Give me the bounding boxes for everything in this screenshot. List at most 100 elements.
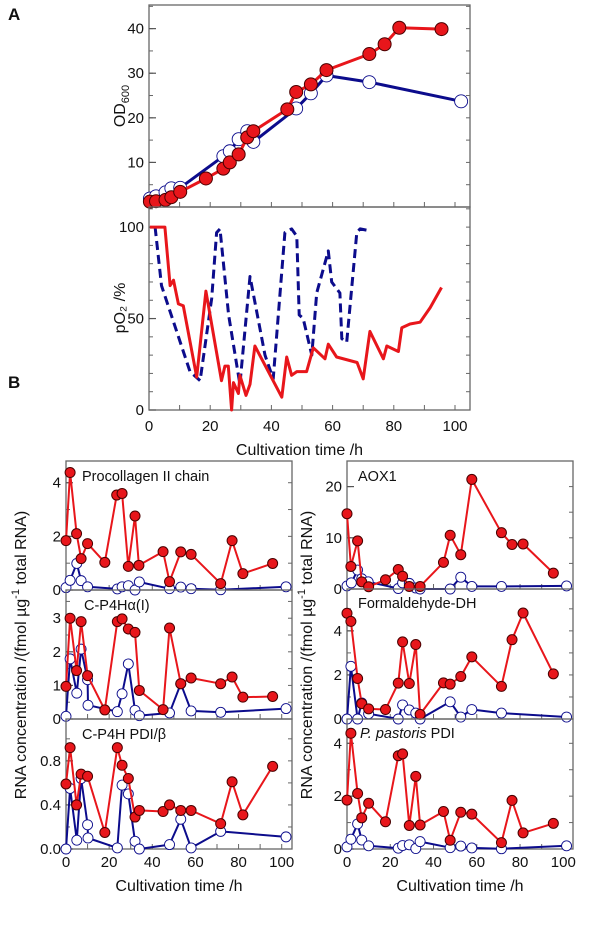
data-point-red: [517, 607, 529, 619]
data-point-red: [60, 535, 72, 547]
data-point-red: [99, 704, 111, 716]
data-point-red: [129, 510, 141, 522]
data-point-red: [455, 806, 467, 818]
panel-label-a: A: [8, 5, 20, 24]
series-line-red: [149, 225, 443, 412]
data-point-red: [185, 672, 197, 684]
data-point-red: [341, 794, 353, 806]
data-point-red: [133, 684, 145, 696]
data-point-red: [222, 155, 237, 170]
chart-fdh: 0 2 4 Formaldehyde-DH: [334, 588, 574, 728]
data-point-blue: [71, 834, 83, 846]
x-tick-label: 20: [202, 418, 219, 435]
data-point-blue: [111, 842, 123, 854]
panel-title: Procollagen II chain: [82, 469, 209, 485]
data-point-red: [363, 581, 375, 593]
x-tick-label: 60: [468, 854, 485, 871]
y-tick-label: 10: [127, 154, 144, 171]
y-tick-label: 0.0: [40, 841, 61, 858]
y-axis-title-po2: pO₂ /%: [112, 283, 129, 334]
data-point-red: [129, 626, 141, 638]
data-point-red: [345, 560, 357, 572]
y-axis-title-rna: RNA concentration /(fmol µg-1 total RNA): [296, 511, 316, 799]
chart-cp4ha: 0 1 2 3 C-P4Hα(I): [53, 589, 293, 728]
y-tick-label: 4: [53, 475, 61, 492]
data-point-blue: [133, 576, 145, 588]
y-tick-label: 100: [119, 219, 144, 236]
data-point-red: [133, 804, 145, 816]
data-point-red: [185, 804, 197, 816]
rna-label-main: RNA concentration /(fmol µg: [299, 599, 316, 799]
data-point-red: [157, 704, 169, 716]
data-point-red: [226, 776, 238, 788]
data-point-blue: [444, 696, 456, 708]
data-point-red: [392, 677, 404, 689]
rna-label-sup: -1: [296, 589, 308, 599]
data-point-red: [356, 812, 368, 824]
x-axis-title: Cultivation time /h: [115, 878, 242, 895]
data-point-red: [506, 634, 518, 646]
data-point-red: [303, 77, 318, 92]
data-point-red: [455, 670, 467, 682]
data-point-red: [82, 538, 94, 550]
y-tick-label: 4: [334, 735, 342, 752]
y-tick-label: 2: [334, 667, 342, 684]
x-axis-title: Cultivation time /h: [396, 878, 523, 895]
data-point-blue: [60, 843, 72, 855]
data-point-red: [226, 671, 238, 683]
data-point-red: [455, 549, 467, 561]
data-point-blue: [455, 840, 467, 852]
od-label: OD: [112, 103, 129, 127]
data-point-red: [116, 613, 128, 625]
y-tick-label: 0: [136, 402, 144, 419]
data-point-red: [319, 63, 334, 78]
data-point-red: [116, 487, 128, 499]
y-tick-label: 2: [53, 528, 61, 545]
rna-label-sup: -1: [10, 589, 22, 599]
data-point-red: [444, 834, 456, 846]
x-axis-title: Cultivation time /h: [236, 442, 363, 459]
data-point-red: [352, 672, 364, 684]
data-point-red: [267, 760, 279, 772]
data-point-red: [495, 837, 507, 849]
chart-aox1: 0 10 20 AOX1: [325, 460, 574, 598]
data-point-blue: [185, 842, 197, 854]
data-point-red: [397, 570, 409, 582]
data-point-red: [345, 615, 357, 627]
data-point-red: [495, 527, 507, 539]
data-point-red: [198, 171, 213, 186]
data-point-red: [414, 580, 426, 592]
x-tick-label: 0: [343, 854, 351, 871]
data-point-blue: [363, 840, 375, 852]
data-point-red: [410, 639, 422, 651]
data-point-red: [164, 622, 176, 634]
data-point-red: [410, 770, 422, 782]
data-point-red: [517, 538, 529, 550]
data-point-blue: [466, 842, 478, 854]
data-point-red: [437, 805, 449, 817]
data-point-blue: [122, 658, 134, 670]
series-line-red: [346, 732, 554, 844]
data-point-red: [341, 508, 353, 520]
panel-label-b: B: [8, 373, 20, 392]
data-point-red: [71, 799, 83, 811]
data-point-red: [380, 704, 392, 716]
data-point-blue: [356, 834, 368, 846]
data-point-red: [547, 817, 559, 829]
y-tick-label: 50: [127, 311, 144, 328]
y-tick-label: 20: [127, 110, 144, 127]
data-point-blue: [455, 711, 467, 723]
panel-title: C-P4H PDI/β: [82, 727, 166, 743]
data-point-blue: [133, 843, 145, 855]
plot-frame: [148, 206, 471, 411]
data-point-red: [267, 690, 279, 702]
x-tick-label: 40: [425, 854, 442, 871]
data-point-red: [495, 680, 507, 692]
data-point-red: [64, 742, 76, 754]
data-point-red: [434, 22, 449, 37]
data-point-red: [380, 574, 392, 586]
data-point-red: [414, 708, 426, 720]
y-tick-label: 0: [53, 582, 61, 599]
od-subscript: 600: [120, 85, 132, 103]
